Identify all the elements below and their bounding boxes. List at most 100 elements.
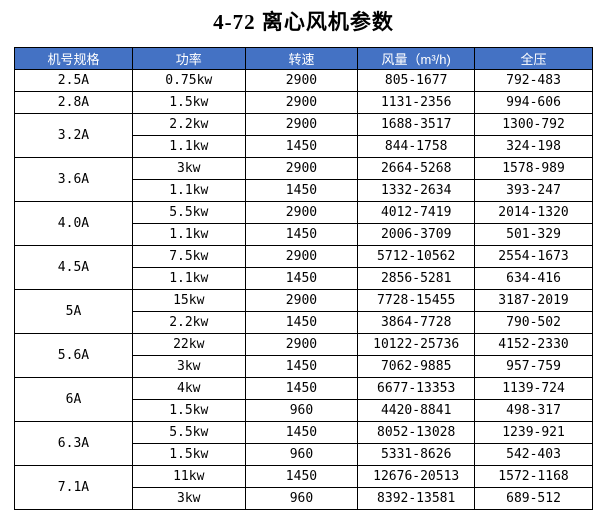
model-cell: 2.5A [14, 69, 133, 92]
table-cell: 1450 [244, 135, 359, 158]
table-cell: 2006-3709 [357, 223, 476, 246]
table-cell: 1.5kw [131, 399, 246, 422]
model-cell: 4.5A [14, 245, 133, 290]
table-cell: 8052-13028 [357, 421, 476, 444]
table-cell: 1.5kw [131, 91, 246, 114]
model-cell: 5.6A [14, 333, 133, 378]
table-cell: 7.5kw [131, 245, 246, 268]
table-row: 5A 15kw 2900 7728-15455 3187-2019 [14, 289, 593, 334]
table-cell: 2900 [244, 157, 359, 180]
table-row: 6.3A 5.5kw 1450 8052-13028 1239-921 [14, 421, 593, 466]
header-power: 功率 [131, 47, 246, 70]
table-row: 2.5A 0.75kw 2900 805-1677 792-483 [14, 69, 593, 92]
model-cell: 4.0A [14, 201, 133, 246]
table-row: 4.0A 5.5kw 2900 4012-7419 2014-1320 [14, 201, 593, 246]
table-cell: 2554-1673 [474, 245, 593, 268]
table-cell: 1450 [244, 465, 359, 488]
table-cell: 2900 [244, 113, 359, 136]
table-row: 2.2kw 1450 3864-7728 790-502 [15, 311, 593, 334]
table-cell: 501-329 [474, 223, 593, 246]
table-cell: 1450 [244, 355, 359, 378]
model-cell: 3.6A [14, 157, 133, 202]
table-cell: 5.5kw [131, 421, 246, 444]
table-row: 3.6A 3kw 2900 2664-5268 1578-989 [14, 157, 593, 202]
table-cell: 7062-9885 [357, 355, 476, 378]
page-title: 4-72 离心风机参数 [213, 10, 394, 34]
table-cell: 12676-20513 [357, 465, 476, 488]
table-cell: 2900 [244, 289, 359, 312]
table-cell: 10122-25736 [357, 333, 476, 356]
table-cell: 960 [244, 487, 359, 510]
table-cell: 1.1kw [131, 135, 246, 158]
table-cell: 1688-3517 [357, 113, 476, 136]
table-cell: 2900 [244, 69, 359, 92]
table-cell: 5331-8626 [357, 443, 476, 466]
table-cell: 4kw [131, 377, 246, 400]
table-cell: 1450 [244, 311, 359, 334]
table-cell: 8392-13581 [357, 487, 476, 510]
table-cell: 1.1kw [131, 179, 246, 202]
table-cell: 1450 [244, 421, 359, 444]
table-cell: 1139-724 [474, 377, 593, 400]
table-cell: 5.5kw [131, 201, 246, 224]
table-row: 7.1A 11kw 1450 12676-20513 1572-1168 [14, 465, 593, 510]
table-cell: 1239-921 [474, 421, 593, 444]
table-row: 3kw 960 8392-13581 689-512 [15, 487, 593, 510]
model-cell: 7.1A [14, 465, 133, 510]
model-cell: 3.2A [14, 113, 133, 158]
table-cell: 5712-10562 [357, 245, 476, 268]
table-cell: 960 [244, 443, 359, 466]
model-cell: 6A [14, 377, 133, 422]
table-cell: 1131-2356 [357, 91, 476, 114]
table-cell: 1.1kw [131, 223, 246, 246]
table-cell: 3kw [131, 355, 246, 378]
table-cell: 790-502 [474, 311, 593, 334]
header-pressure: 全压 [474, 47, 593, 70]
table-row: 3kw 1450 7062-9885 957-759 [15, 355, 593, 378]
table-cell: 498-317 [474, 399, 593, 422]
table-row: 1.1kw 1450 844-1758 324-198 [15, 135, 593, 158]
table-body: 2.5A 0.75kw 2900 805-1677 792-483 2.8A 1.5kw 29… [14, 69, 593, 510]
table-cell: 6677-13353 [357, 377, 476, 400]
table-cell: 1450 [244, 377, 359, 400]
table-row: 1.5kw 960 4420-8841 498-317 [15, 399, 593, 422]
table-cell: 1450 [244, 179, 359, 202]
table-cell: 2900 [244, 91, 359, 114]
table-cell: 3kw [131, 157, 246, 180]
table-cell: 2856-5281 [357, 267, 476, 290]
table-cell: 15kw [131, 289, 246, 312]
table-row: 1.5kw 960 5331-8626 542-403 [15, 443, 593, 466]
table-row: 1.1kw 1450 2856-5281 634-416 [15, 267, 593, 290]
table-cell: 2.2kw [131, 311, 246, 334]
header-airflow: 风量（m³/h) [357, 47, 476, 70]
model-cell: 5A [14, 289, 133, 334]
table-cell: 1300-792 [474, 113, 593, 136]
table-row: 3.2A 2.2kw 2900 1688-3517 1300-792 [14, 113, 593, 158]
table-cell: 11kw [131, 465, 246, 488]
table-cell: 0.75kw [131, 69, 246, 92]
table-cell: 2.2kw [131, 113, 246, 136]
model-cell: 2.8A [14, 91, 133, 114]
header-model: 机号规格 [14, 47, 133, 70]
table-cell: 3kw [131, 487, 246, 510]
table-cell: 960 [244, 399, 359, 422]
table-cell: 1578-989 [474, 157, 593, 180]
table-cell: 994-606 [474, 91, 593, 114]
table-cell: 957-759 [474, 355, 593, 378]
table-cell: 2664-5268 [357, 157, 476, 180]
table-row: 1.1kw 1450 2006-3709 501-329 [15, 223, 593, 246]
table-cell: 1.5kw [131, 443, 246, 466]
table-cell: 792-483 [474, 69, 593, 92]
table-cell: 805-1677 [357, 69, 476, 92]
table-cell: 1450 [244, 223, 359, 246]
table-cell: 4152-2330 [474, 333, 593, 356]
table-cell: 2014-1320 [474, 201, 593, 224]
table-cell: 22kw [131, 333, 246, 356]
table-row: 5.6A 22kw 2900 10122-25736 4152-2330 [14, 333, 593, 378]
table-header: 机号规格 功率 转速 风量（m³/h) 全压 [14, 47, 593, 70]
table-cell: 4420-8841 [357, 399, 476, 422]
table-cell: 634-416 [474, 267, 593, 290]
fan-parameters-table: 机号规格 功率 转速 风量（m³/h) 全压 2.5A 0.75kw 2900 805… [14, 47, 593, 510]
header-row: 机号规格 功率 转速 风量（m³/h) 全压 [14, 47, 593, 70]
